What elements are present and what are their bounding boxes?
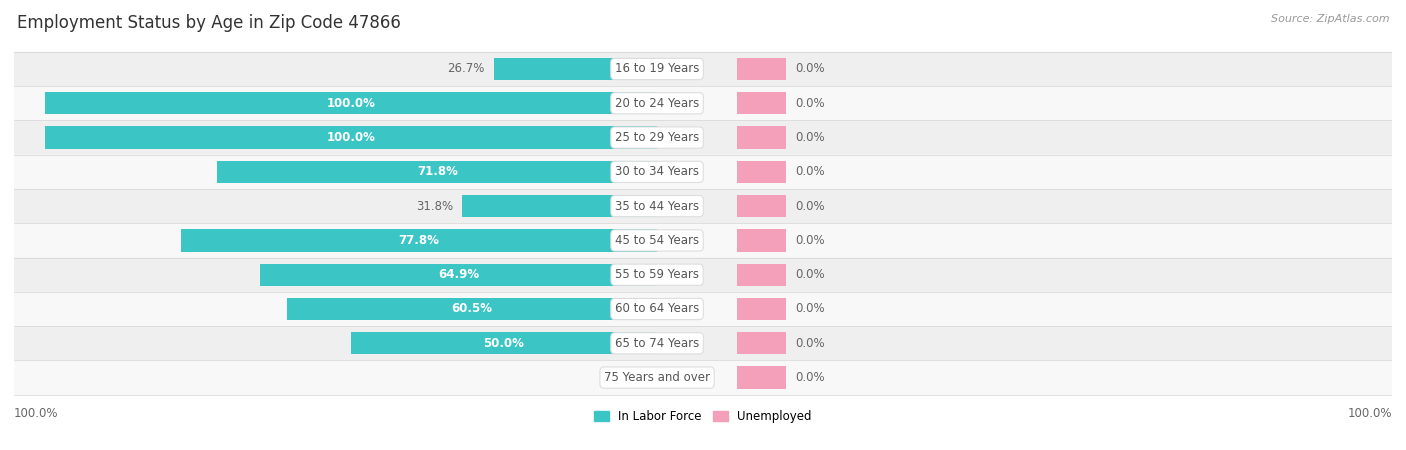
Text: 0.0%: 0.0% [794,97,824,110]
FancyBboxPatch shape [14,155,1392,189]
Text: 0.0%: 0.0% [794,268,824,281]
FancyBboxPatch shape [14,257,1392,292]
Bar [737,92,786,114]
Text: 60 to 64 Years: 60 to 64 Years [614,302,699,315]
FancyBboxPatch shape [14,223,1392,257]
Bar [737,195,786,217]
FancyBboxPatch shape [14,360,1392,395]
Legend: In Labor Force, Unemployed: In Labor Force, Unemployed [589,405,817,428]
Text: 20 to 24 Years: 20 to 24 Years [614,97,699,110]
Text: 0.0%: 0.0% [794,63,824,76]
Text: 64.9%: 64.9% [437,268,479,281]
Text: 0.0%: 0.0% [794,337,824,350]
FancyBboxPatch shape [14,52,1392,86]
FancyBboxPatch shape [14,121,1392,155]
FancyBboxPatch shape [14,86,1392,121]
Text: 0.0%: 0.0% [794,234,824,247]
Text: 0.0%: 0.0% [794,131,824,144]
Bar [737,366,786,389]
Text: 0.0%: 0.0% [794,165,824,178]
Bar [45,92,657,114]
Text: 71.8%: 71.8% [416,165,458,178]
Bar [287,298,657,320]
Text: 60.5%: 60.5% [451,302,492,315]
Text: 30 to 34 Years: 30 to 34 Years [614,165,699,178]
Bar [737,58,786,80]
Text: 77.8%: 77.8% [398,234,439,247]
Bar [218,161,657,183]
Text: 45 to 54 Years: 45 to 54 Years [614,234,699,247]
Text: Source: ZipAtlas.com: Source: ZipAtlas.com [1271,14,1389,23]
Text: 100.0%: 100.0% [14,407,59,420]
Text: 65 to 74 Years: 65 to 74 Years [614,337,699,350]
Bar [737,126,786,148]
Bar [737,298,786,320]
FancyBboxPatch shape [14,292,1392,326]
Bar [737,264,786,286]
Text: 31.8%: 31.8% [416,200,453,213]
Text: 16 to 19 Years: 16 to 19 Years [614,63,699,76]
Bar [45,126,657,148]
Bar [352,332,657,355]
Text: 0.0%: 0.0% [794,371,824,384]
Text: 26.7%: 26.7% [447,63,485,76]
Text: 55 to 59 Years: 55 to 59 Years [614,268,699,281]
Text: 35 to 44 Years: 35 to 44 Years [614,200,699,213]
Text: 25 to 29 Years: 25 to 29 Years [614,131,699,144]
Text: 75 Years and over: 75 Years and over [605,371,710,384]
FancyBboxPatch shape [14,326,1392,360]
Bar [737,161,786,183]
Text: 100.0%: 100.0% [326,97,375,110]
Text: 0.0%: 0.0% [794,302,824,315]
FancyBboxPatch shape [14,189,1392,223]
Text: Employment Status by Age in Zip Code 47866: Employment Status by Age in Zip Code 478… [17,14,401,32]
Bar [494,58,657,80]
Text: 0.0%: 0.0% [619,371,648,384]
Text: 100.0%: 100.0% [326,131,375,144]
Bar [180,230,657,252]
Bar [260,264,657,286]
Bar [737,230,786,252]
Bar [463,195,657,217]
Text: 0.0%: 0.0% [794,200,824,213]
Bar [737,332,786,355]
Text: 50.0%: 50.0% [484,337,524,350]
Text: 100.0%: 100.0% [1347,407,1392,420]
